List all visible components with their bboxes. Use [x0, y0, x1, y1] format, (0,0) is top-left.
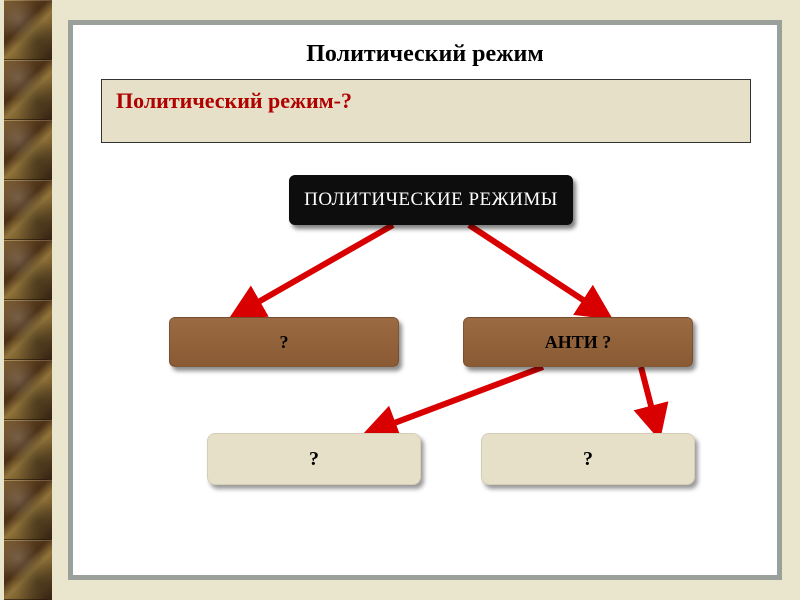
- edge-root-right: [469, 225, 603, 313]
- edge-right-bottomright: [641, 367, 657, 429]
- node-right: АНТИ ?: [463, 317, 693, 367]
- node-bottom-left: ?: [207, 433, 421, 485]
- node-bottom-right: ?: [481, 433, 695, 485]
- slide-root: Политический режим Политический режим-? …: [0, 0, 800, 600]
- edge-right-bottomleft: [373, 367, 543, 431]
- slide-title: Политический режим: [73, 41, 777, 68]
- content-panel: Политический режим Политический режим-? …: [68, 20, 782, 580]
- question-box: Политический режим-?: [101, 79, 751, 143]
- question-text: Политический режим-?: [116, 88, 352, 113]
- node-root: ПОЛИТИЧЕСКИЕ РЕЖИМЫ: [289, 175, 573, 225]
- decorative-side-strip: [4, 0, 52, 600]
- edge-root-left: [239, 225, 393, 313]
- node-left: ?: [169, 317, 399, 367]
